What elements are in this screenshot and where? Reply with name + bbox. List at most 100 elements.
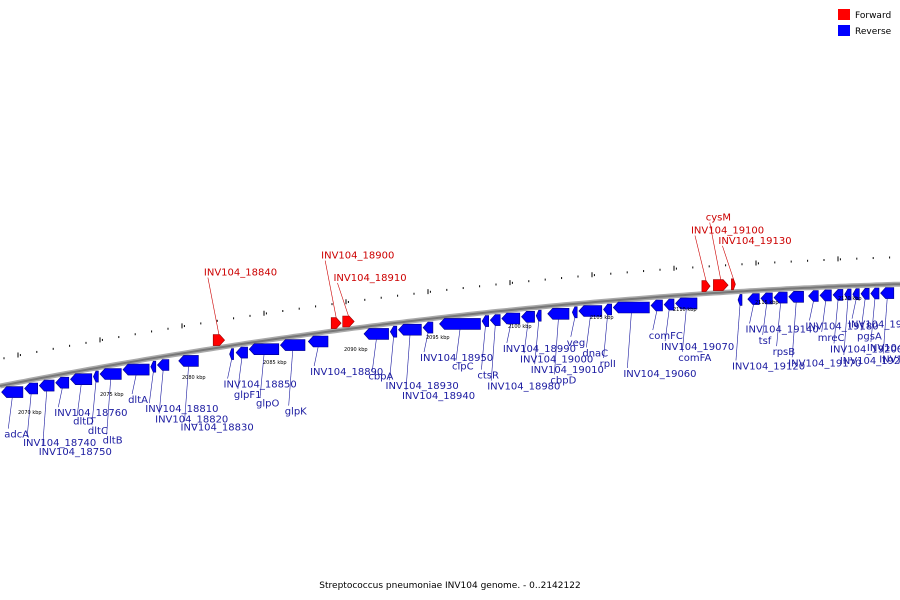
gene-leader-line	[490, 325, 496, 381]
gene-leader-line	[76, 384, 82, 416]
gene-arrow-pgsa	[860, 287, 870, 300]
gene-arrow-inv104-19240	[870, 287, 880, 300]
gene-leader-line	[882, 298, 888, 354]
gene-label: INV104_18990	[503, 344, 576, 355]
gene-label: clpC	[452, 361, 474, 372]
gene-leader-line	[664, 310, 670, 342]
gene-leader-line	[709, 222, 722, 280]
gene-arrow-glpo	[248, 343, 280, 356]
gene-label: tsf	[759, 336, 772, 347]
gene-label: dnaC	[582, 348, 608, 359]
gene-leader-line	[158, 370, 164, 414]
gene-leader-line	[26, 393, 32, 438]
gene-arrow-inv104-19220	[852, 288, 860, 301]
gene-label: mreC	[818, 333, 845, 344]
gene-label: INV104_18740	[23, 438, 96, 449]
gene-label: rpsB	[773, 347, 796, 358]
gene-leader-line	[455, 329, 461, 361]
gene-arrow-inv104-19140	[747, 293, 760, 305]
gene-arrow-comfc	[650, 299, 663, 312]
gene-arrow-adca	[1, 386, 24, 398]
gene-leader-line	[227, 359, 232, 379]
gene-leader-line	[809, 301, 814, 321]
gene-label: INV104_19200	[830, 344, 900, 355]
gene-leader-line	[337, 282, 349, 317]
gene-arrow-dltb	[99, 368, 122, 380]
gene-leader-line	[534, 321, 539, 365]
gene-label: cysM	[706, 213, 731, 224]
tick-label: 2075 kbp	[100, 392, 124, 398]
gene-arrow-comfa	[675, 297, 698, 310]
gene-label: INV104_18760	[54, 408, 127, 419]
gene-label: glpO	[256, 399, 279, 410]
gene-arrow-inv104-19070	[663, 298, 675, 311]
gene-leader-line	[652, 310, 658, 331]
gene-label: INV104_19070	[661, 342, 734, 353]
gene-arrow-inv104-18940	[398, 323, 422, 336]
gene-leader-line	[860, 299, 866, 331]
map-caption: Streptococcus pneumoniae INV104 genome. …	[319, 581, 580, 591]
tick-label: 2085 kbp	[263, 360, 287, 366]
gene-label: INV104_18930	[386, 381, 459, 392]
gene-leader-line	[506, 323, 512, 344]
gene-arrow-dnac	[578, 305, 603, 317]
gene-leader-line	[833, 300, 839, 344]
gene-label: INV104_19180	[805, 322, 878, 333]
gene-arrow-inv104-18930	[389, 325, 398, 338]
gene-label: INV104_19060	[623, 369, 696, 380]
tick-label: 2120 kbp	[838, 296, 862, 302]
gene-label: INV104_18830	[181, 422, 254, 433]
tick-label: 2090 kbp	[344, 347, 368, 353]
legend: Forward Reverse	[838, 9, 892, 37]
gene-leader-line	[682, 308, 687, 352]
gene-arrow-clpc	[439, 318, 481, 330]
legend-swatch-forward	[838, 9, 850, 20]
gene-label: INV104_19010	[531, 365, 604, 376]
gene-arrow-cbpd	[547, 307, 570, 320]
gene-label: INV104_18940	[402, 391, 475, 402]
minor-tick-marks	[3, 256, 891, 360]
gene-leader-line	[91, 382, 97, 426]
gene-leader-line	[749, 304, 754, 324]
gene-label: glpF1	[234, 390, 262, 401]
gene-label: glpK	[285, 407, 307, 418]
gene-arrow-inv104-18850	[229, 348, 234, 360]
gene-leader-line	[843, 299, 849, 356]
gene-leader-line	[313, 346, 319, 367]
gene-label: INV104_18980	[487, 382, 560, 393]
gene-label: INV104_19250	[879, 355, 900, 366]
gene-arrow-inv104-18980	[489, 314, 501, 326]
gene-arrow-dlta	[122, 363, 150, 376]
gene-leader-line	[207, 277, 220, 335]
gene-label: INV104_19170	[788, 358, 861, 369]
tick-label: 2070 kbp	[18, 410, 42, 416]
gene-label: dltC	[88, 426, 108, 437]
tick-label: 2100 kbp	[508, 324, 532, 330]
gene-arrow-rpsb	[773, 291, 788, 304]
gene-arrow-inv104-18900	[330, 317, 342, 329]
gene-label: adcA	[4, 430, 29, 441]
gene-leader-line	[57, 388, 63, 408]
gene-leader-line	[324, 260, 337, 318]
gene-leader-line	[131, 375, 137, 395]
gene-arrow-inv104-19210	[844, 288, 852, 301]
gene-leader-line	[570, 317, 576, 337]
backbone-line	[0, 283, 900, 387]
gene-label: ctsR	[477, 371, 499, 382]
gene-label: cbpD	[550, 375, 576, 386]
gene-arrow-glpk	[279, 339, 306, 351]
gene-arrow-inv104-18810	[150, 360, 157, 373]
gene-arrow-inv104-19200	[832, 289, 844, 301]
gene-label: INV104_18890	[310, 367, 383, 378]
gene-leader-line	[423, 333, 429, 353]
gene-leader-line	[821, 300, 826, 332]
gene-leader-line	[870, 298, 876, 343]
gene-label: dltB	[103, 435, 123, 446]
gene-label: INV104_19100	[691, 226, 764, 237]
gene-label: INV104_19210	[840, 356, 900, 367]
tick-label: 2115 kbp	[755, 300, 779, 306]
gene-label: INV104_18810	[145, 404, 218, 415]
gene-leader-line	[722, 245, 734, 279]
gene-label: INV104_19220	[848, 320, 900, 331]
